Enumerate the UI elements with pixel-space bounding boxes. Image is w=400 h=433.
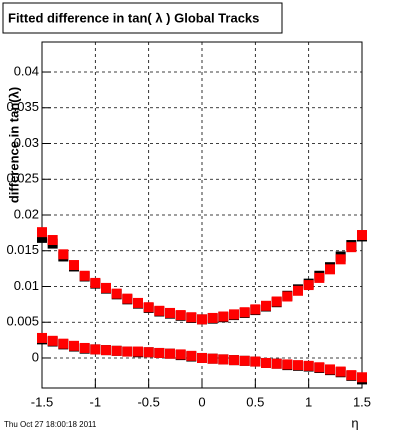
marker — [335, 254, 346, 265]
marker — [218, 311, 229, 322]
marker — [197, 314, 207, 325]
marker — [186, 350, 197, 361]
marker — [111, 288, 122, 299]
x-tick-label: 0 — [198, 394, 205, 409]
y-tick-label: 0.03 — [14, 135, 39, 150]
title-box — [2, 2, 283, 34]
y-tick-label: 0.02 — [14, 206, 39, 221]
x-tick-label: -1.5 — [31, 394, 53, 409]
marker — [293, 360, 303, 371]
marker — [335, 366, 346, 377]
x-tick-label: -1 — [90, 394, 102, 409]
marker — [47, 335, 58, 346]
marker — [47, 235, 58, 246]
marker — [154, 305, 165, 316]
marker — [58, 249, 69, 260]
marker — [346, 370, 357, 381]
x-tick-label: 1 — [305, 394, 312, 409]
marker — [357, 372, 367, 383]
marker — [207, 353, 218, 364]
marker — [314, 362, 325, 373]
marker — [282, 359, 293, 370]
marker — [133, 297, 143, 308]
y-tick-label: 0 — [32, 349, 39, 364]
marker — [186, 312, 197, 323]
y-axis-label: difference in tan(λ) — [6, 87, 21, 203]
y-tick-label: 0.04 — [14, 63, 39, 78]
marker — [325, 364, 335, 375]
marker — [261, 357, 271, 368]
marker — [37, 332, 47, 343]
marker — [165, 348, 175, 359]
y-tick-label: 0.035 — [6, 99, 39, 114]
marker — [154, 347, 165, 358]
marker — [37, 232, 47, 243]
marker — [325, 264, 335, 275]
x-tick-label: -0.5 — [137, 394, 159, 409]
marker — [122, 293, 133, 304]
y-tick-label: 0.005 — [6, 314, 39, 329]
marker — [101, 282, 111, 293]
x-axis-label: η — [351, 415, 358, 430]
marker — [197, 352, 207, 363]
marker — [165, 307, 175, 318]
marker — [293, 285, 303, 296]
x-tick-label: 0.5 — [246, 394, 264, 409]
marker — [79, 270, 90, 281]
marker — [303, 280, 314, 291]
marker — [239, 355, 250, 366]
marker — [143, 347, 154, 358]
marker — [79, 342, 90, 353]
marker — [346, 242, 357, 253]
marker — [250, 304, 261, 315]
marker — [101, 345, 111, 356]
marker — [111, 345, 122, 356]
marker — [133, 346, 143, 357]
marker — [261, 300, 271, 311]
marker — [303, 360, 314, 371]
marker — [122, 346, 133, 357]
marker — [229, 309, 239, 320]
marker — [271, 296, 282, 307]
marker — [207, 312, 218, 323]
marker — [69, 260, 79, 271]
marker — [250, 356, 261, 367]
marker — [271, 358, 282, 369]
marker — [229, 355, 239, 366]
marker — [58, 338, 69, 349]
marker — [218, 354, 229, 365]
marker — [37, 227, 47, 238]
y-tick-label: 0.025 — [6, 171, 39, 186]
y-tick-label: 0.01 — [14, 278, 39, 293]
marker — [357, 230, 367, 241]
marker — [175, 310, 186, 321]
marker — [314, 272, 325, 283]
marker — [69, 340, 79, 351]
marker — [90, 344, 101, 355]
marker — [90, 277, 101, 288]
marker — [282, 291, 293, 302]
timestamp: Thu Oct 27 18:00:18 2011 — [4, 420, 97, 429]
chart-title: Fitted difference in tan( λ ) Global Tra… — [8, 10, 259, 25]
marker — [175, 349, 186, 360]
marker — [239, 307, 250, 318]
marker — [143, 302, 154, 313]
y-tick-label: 0.015 — [6, 242, 39, 257]
x-tick-label: 1.5 — [353, 394, 371, 409]
